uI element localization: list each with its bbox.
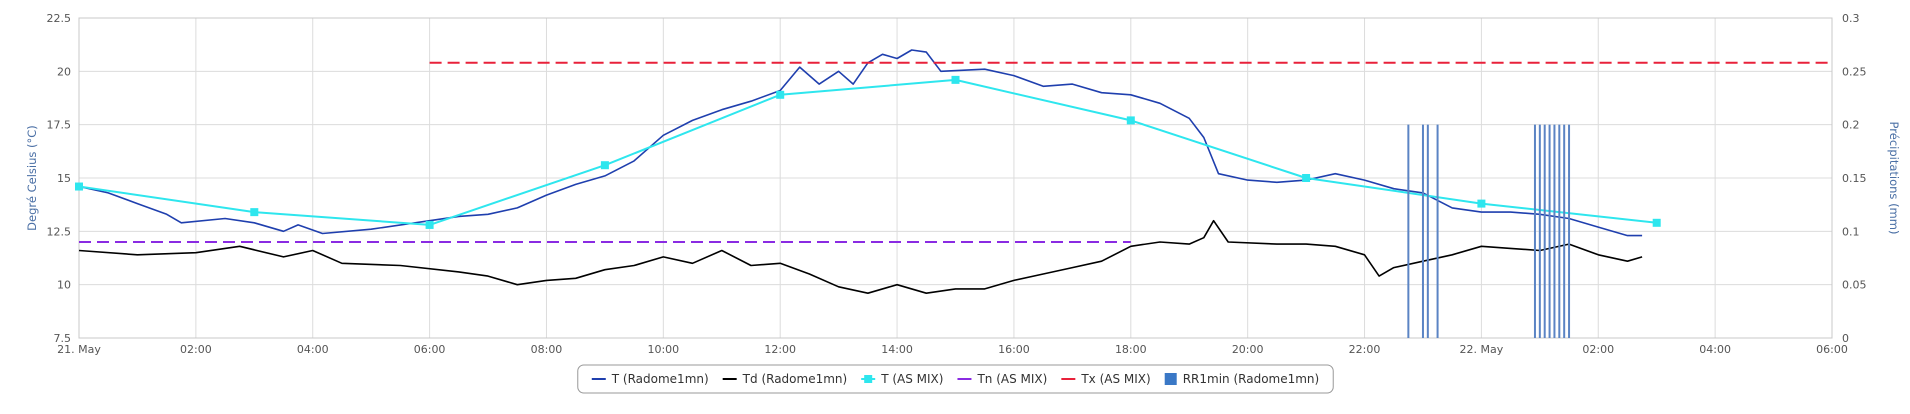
legend-label: Td (Radome1mn) (742, 372, 848, 386)
legend-marker (864, 375, 873, 383)
series-0 (78, 49, 1643, 237)
legend-label: T (Radome1mn) (611, 372, 709, 386)
legend-label: Tx (AS MIX) (1080, 372, 1150, 386)
x-tick-label: 04:00 (297, 343, 329, 356)
plot-area (75, 49, 1832, 338)
x-tick-label: 02:00 (180, 343, 212, 356)
legend-swatch (1164, 373, 1177, 385)
legend: T (Radome1mn) Td (Radome1mn) T (AS MIX) Tn … (577, 364, 1334, 394)
legend-item: Td (Radome1mn) (722, 372, 848, 386)
y-left-tick-label: 15 (57, 172, 71, 185)
x-tick-label: 22. May (1460, 343, 1504, 356)
y-left-tick-label: 7.5 (54, 332, 72, 345)
x-tick-label: 06:00 (1816, 343, 1848, 356)
x-tick-label: 14:00 (881, 343, 913, 356)
series-5 (1407, 124, 1571, 338)
legend-item: RR1min (Radome1mn) (1164, 372, 1320, 386)
legend-label: RR1min (Radome1mn) (1183, 372, 1320, 386)
y-right-tick-label: 0.3 (1842, 12, 1860, 25)
series-marker (1652, 218, 1661, 227)
x-tick-label: 02:00 (1582, 343, 1614, 356)
grid (78, 17, 1833, 339)
y-left-tick-label: 20 (57, 65, 71, 78)
x-tick-label: 08:00 (531, 343, 563, 356)
y-left-tick-label: 22.5 (47, 12, 72, 25)
y-right-tick-label: 0.05 (1842, 279, 1867, 292)
y-axis-left-title: Degré Celsius (°C) (25, 125, 39, 231)
series-marker (776, 90, 785, 99)
x-tick-label: 12:00 (764, 343, 796, 356)
series-marker (250, 208, 259, 217)
y-right-tick-label: 0 (1842, 332, 1849, 345)
x-tick-label: 18:00 (1115, 343, 1147, 356)
x-tick-label: 16:00 (998, 343, 1030, 356)
series-line (78, 78, 1657, 226)
y-right-tick-label: 0.1 (1842, 225, 1860, 238)
legend-item: Tx (AS MIX) (1061, 372, 1151, 386)
x-tick-label: 10:00 (647, 343, 679, 356)
legend-item: T (Radome1mn) (591, 372, 709, 386)
series-marker (1477, 199, 1486, 208)
series-marker (1302, 174, 1311, 182)
legend-item: T (AS MIX) (861, 372, 943, 386)
x-tick-label: 06:00 (414, 343, 446, 356)
axes: Degré Celsius (°C) Précipitations (mm) 2… (25, 12, 1901, 356)
series-marker (1126, 116, 1135, 125)
series-marker (75, 182, 83, 191)
y-left-tick-label: 17.5 (47, 119, 72, 132)
x-tick-label: 20:00 (1232, 343, 1264, 356)
x-tick-label: 04:00 (1699, 343, 1731, 356)
y-right-tick-label: 0.25 (1842, 65, 1867, 78)
y-right-tick-label: 0.2 (1842, 119, 1860, 132)
legend-item: Tn (AS MIX) (957, 372, 1047, 386)
series-2 (75, 75, 1661, 229)
series-marker (425, 220, 434, 229)
y-left-tick-label: 10 (57, 279, 71, 292)
series-marker (951, 75, 960, 84)
y-right-tick-label: 0.15 (1842, 172, 1867, 185)
legend-label: T (AS MIX) (880, 372, 943, 386)
legend-label: Tn (AS MIX) (976, 372, 1047, 386)
x-tick-label: 22:00 (1349, 343, 1381, 356)
plot-frame (78, 17, 1833, 339)
x-tick-label: 21. May (57, 343, 101, 356)
y-axis-right-title: Précipitations (mm) (1887, 122, 1901, 235)
series-line (78, 49, 1643, 237)
series-marker (600, 161, 609, 170)
legend-box (577, 364, 1334, 394)
y-left-tick-label: 12.5 (47, 225, 72, 238)
